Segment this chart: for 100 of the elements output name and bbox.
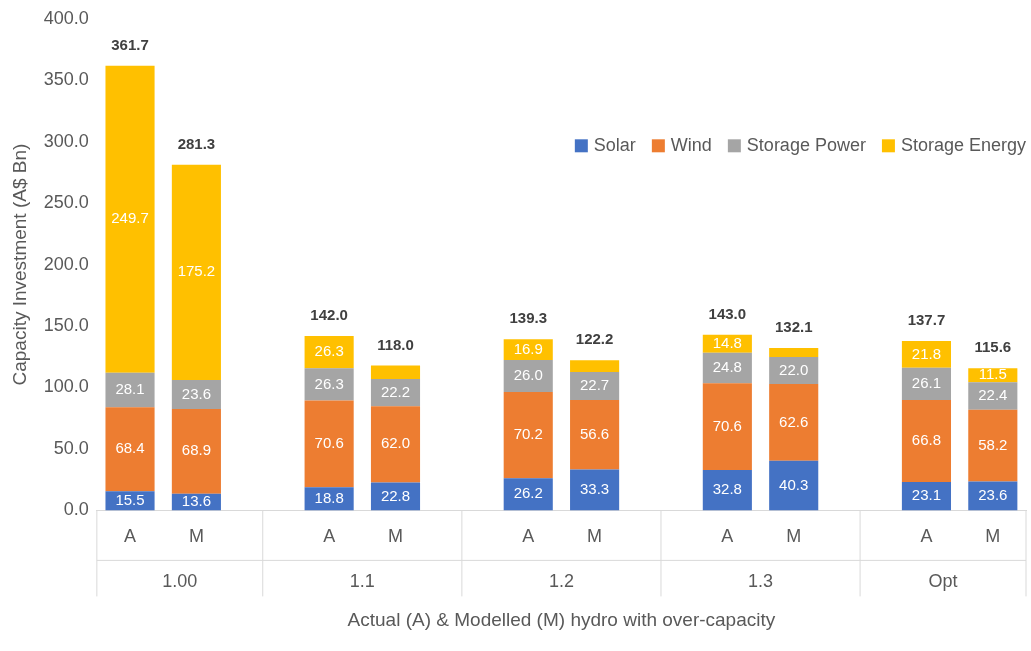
bar — [503, 359, 553, 392]
legend-label: Storage Energy — [900, 134, 1026, 155]
y-tick-label: 300.0 — [43, 130, 89, 151]
data-label: 14.8 — [712, 333, 742, 351]
x-tick-label: M — [188, 526, 204, 547]
data-label: 40.3 — [779, 475, 809, 493]
bar — [968, 382, 1018, 410]
bar — [570, 360, 620, 373]
x-tick-label: A — [323, 526, 336, 547]
data-label: 26.0 — [513, 366, 543, 384]
y-tick-label: 50.0 — [53, 437, 89, 458]
bar — [105, 65, 155, 373]
total-label: 122.2 — [575, 330, 614, 348]
bar — [570, 372, 620, 400]
data-label: 22.8 — [380, 486, 411, 504]
text: Opt — [928, 571, 958, 592]
x-tick-label: A — [721, 526, 734, 547]
data-label: 23.6 — [181, 384, 211, 402]
data-label: 26.2 — [513, 484, 543, 502]
data-label: 16.9 — [513, 339, 543, 357]
y-tick-label: 250.0 — [43, 192, 89, 213]
x-axis-title: Actual (A) & Modelled (M) hydro with over-capacity — [347, 608, 776, 630]
y-tick-label: 350.0 — [43, 69, 89, 90]
data-label: 249.7 — [111, 209, 149, 227]
data-label: 62.6 — [779, 412, 809, 430]
legend-label: Solar — [593, 134, 636, 155]
x-tick-label: A — [920, 526, 933, 547]
data-label: 22.2 — [380, 382, 411, 400]
text: 1.00 — [162, 571, 198, 592]
data-label: 32.8 — [712, 480, 742, 498]
x-tick-label: M — [388, 526, 403, 547]
bar — [370, 365, 421, 379]
bar — [570, 399, 620, 470]
total-label: 137.7 — [907, 311, 946, 329]
data-label: 26.1 — [911, 374, 942, 392]
total-label: 118.0 — [377, 335, 414, 353]
bar — [570, 469, 620, 511]
data-label: 33.3 — [580, 480, 610, 498]
bar — [171, 164, 221, 380]
data-label: 26.3 — [314, 374, 344, 392]
total-label: 132.1 — [774, 318, 813, 336]
bar — [171, 409, 221, 494]
total-label: 142.0 — [310, 306, 348, 324]
data-label: 68.9 — [181, 441, 211, 459]
data-label: 70.6 — [314, 434, 344, 452]
y-tick-label: 200.0 — [43, 253, 89, 274]
bar — [702, 383, 752, 471]
y-axis-title: Capacity Investment (A$ Bn) — [8, 143, 30, 386]
bar — [304, 368, 354, 401]
data-label: 21.8 — [911, 344, 942, 362]
data-label: 13.6 — [181, 492, 211, 510]
y-tick-label: 100.0 — [43, 376, 89, 397]
bar — [370, 406, 421, 483]
data-label: 11.5 — [978, 365, 1007, 383]
data-label: 66.8 — [911, 431, 942, 449]
total-label: 143.0 — [708, 304, 747, 322]
bar — [968, 409, 1018, 482]
data-label: 70.2 — [513, 425, 543, 443]
total-label: 281.3 — [177, 134, 216, 152]
text: 1.1 — [349, 571, 375, 592]
x-tick-label: M — [587, 526, 603, 547]
data-label: 56.6 — [580, 424, 610, 442]
y-tick-label: 400.0 — [43, 7, 89, 28]
x-tick-label: A — [522, 526, 535, 547]
data-label: 68.4 — [115, 439, 145, 457]
legend-label: Wind — [670, 134, 712, 155]
data-label: 28.1 — [115, 380, 145, 398]
data-label: 22.4 — [978, 386, 1008, 404]
data-label: 23.1 — [911, 486, 942, 504]
bar — [503, 478, 553, 511]
data-label: 26.3 — [314, 342, 344, 360]
bar — [105, 407, 155, 492]
bar — [702, 470, 752, 511]
x-tick-label: M — [985, 526, 1001, 547]
data-label: 175.2 — [177, 262, 216, 280]
data-label: 18.8 — [314, 488, 344, 506]
data-label: 15.5 — [115, 491, 145, 509]
data-label: 70.6 — [712, 416, 742, 434]
bar — [769, 383, 819, 461]
bar — [769, 348, 819, 357]
y-tick-label: 0.0 — [63, 499, 89, 520]
data-label: 58.2 — [978, 435, 1008, 453]
data-label: 23.6 — [978, 486, 1008, 504]
data-label: 62.0 — [380, 434, 411, 452]
data-label: 22.0 — [779, 360, 809, 378]
legend-label: Storage Power — [746, 134, 866, 155]
y-tick-label: 150.0 — [43, 315, 89, 336]
text: 1.3 — [748, 571, 774, 592]
bar — [901, 367, 951, 400]
bar — [769, 460, 819, 511]
x-tick-label: A — [124, 526, 137, 547]
bar — [105, 372, 155, 408]
data-label: 24.8 — [712, 358, 742, 376]
text: 1.2 — [548, 571, 574, 592]
total-label: 361.7 — [111, 36, 149, 54]
x-tick-label: M — [786, 526, 802, 547]
bar — [304, 400, 354, 488]
bar — [901, 399, 951, 483]
total-label: 139.3 — [509, 309, 548, 327]
bar — [503, 391, 553, 479]
